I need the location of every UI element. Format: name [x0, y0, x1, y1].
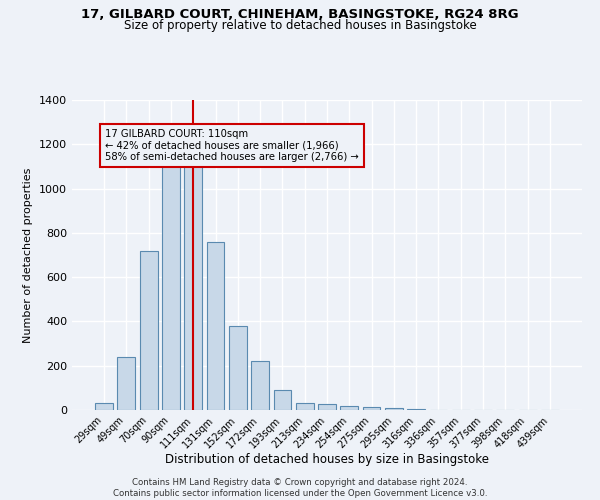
- Bar: [95, 404, 113, 410]
- Bar: [140, 250, 158, 410]
- Bar: [162, 166, 180, 410]
- Bar: [229, 326, 247, 410]
- Text: 17, GILBARD COURT, CHINEHAM, BASINGSTOKE, RG24 8RG: 17, GILBARD COURT, CHINEHAM, BASINGSTOKE…: [81, 8, 519, 20]
- Bar: [274, 390, 292, 410]
- Bar: [296, 404, 314, 410]
- Bar: [118, 357, 136, 410]
- Text: Size of property relative to detached houses in Basingstoke: Size of property relative to detached ho…: [124, 19, 476, 32]
- Bar: [385, 408, 403, 410]
- Text: Distribution of detached houses by size in Basingstoke: Distribution of detached houses by size …: [165, 452, 489, 466]
- Y-axis label: Number of detached properties: Number of detached properties: [23, 168, 34, 342]
- Bar: [362, 406, 380, 410]
- Text: 17 GILBARD COURT: 110sqm
← 42% of detached houses are smaller (1,966)
58% of sem: 17 GILBARD COURT: 110sqm ← 42% of detach…: [105, 129, 359, 162]
- Bar: [251, 362, 269, 410]
- Bar: [206, 242, 224, 410]
- Text: Contains HM Land Registry data © Crown copyright and database right 2024.
Contai: Contains HM Land Registry data © Crown c…: [113, 478, 487, 498]
- Bar: [407, 409, 425, 410]
- Bar: [184, 162, 202, 410]
- Bar: [318, 404, 336, 410]
- Bar: [340, 406, 358, 410]
